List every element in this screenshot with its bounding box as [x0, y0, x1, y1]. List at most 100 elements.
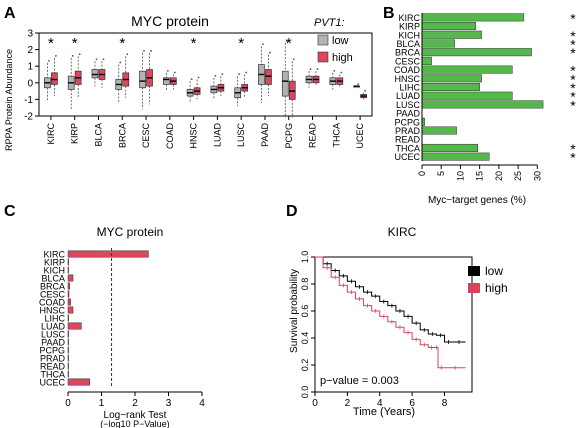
panel-letter-d: D	[286, 203, 298, 220]
panel-c-category-label: COAD	[39, 298, 66, 308]
panel-a-significance-star: *	[72, 35, 78, 52]
panel-a-xtick-label: LUSC	[236, 123, 246, 148]
panel-d-ytick-label: 0.4	[300, 332, 310, 345]
panel-c-category-label: READ	[40, 362, 66, 372]
panel-a-box-high	[51, 72, 58, 85]
panel-a-legend-swatch-high	[317, 51, 329, 63]
panel-b-significance-star: *	[570, 71, 576, 87]
panel-a-outlier	[357, 83, 360, 86]
panel-a-significance-star: *	[191, 35, 197, 52]
panel-c-category-label: KIRP	[44, 258, 65, 268]
panel-c-bar	[67, 258, 69, 266]
panel-b-category-label: PAAD	[396, 109, 420, 119]
panel-b-category-label: CESC	[395, 56, 421, 66]
panel-c-category-label: BLCA	[41, 274, 65, 284]
panel-a-ytick-label: 0	[27, 78, 33, 89]
panel-b-xtick-label: 30	[532, 171, 542, 181]
panel-b-bar	[421, 82, 480, 92]
panel-c-bar	[67, 306, 74, 314]
panel-a-significance-star: *	[238, 35, 244, 52]
panel-a-legend-title: PVT1:	[314, 17, 345, 29]
panel-b-category-label: READ	[395, 135, 421, 145]
panel-c-bar	[67, 330, 69, 338]
panel-b-significance-star: *	[570, 89, 576, 105]
panel-b-xtick-label: 20	[494, 171, 504, 181]
panel-c-xlabel2: (−log10 P−Value)	[100, 419, 169, 428]
panel-a-outlier	[285, 40, 288, 42]
panel-a-xtick-label: READ	[308, 123, 318, 149]
panel-c-bar	[67, 322, 82, 330]
panel-c-category-label: CESC	[40, 290, 66, 300]
panel-b-category-label: PCPG	[394, 117, 420, 127]
panel-a-outlier	[309, 68, 312, 71]
panel-a-ytick-label: 2	[27, 45, 33, 56]
panel-a-xtick-label: CESC	[141, 123, 151, 149]
panel-a-outlier	[47, 59, 50, 62]
panel-b-category-label: KICH	[398, 30, 420, 40]
panel-b-significance-star: *	[570, 150, 576, 166]
panel-c-bar	[67, 282, 70, 290]
panel-a-outlier	[340, 71, 343, 74]
panel-a-box-low	[91, 69, 99, 79]
panel-c-xlabel: Log−rank Test	[104, 410, 167, 421]
panel-a-xtick-label: PCPG	[284, 123, 294, 149]
panel-c-xtick-label: 3	[166, 398, 172, 409]
panel-b-significance-star: *	[570, 141, 576, 157]
panel-b-category-label: HNSC	[394, 74, 420, 84]
panel-a-box-low	[281, 70, 289, 97]
panel-a-xtick-label: HNSC	[189, 123, 199, 149]
panel-a-outlier	[221, 73, 224, 76]
panel-a-outlier	[166, 69, 169, 72]
panel-c-category-label: HNSC	[39, 306, 65, 316]
panel-a-outlier	[54, 55, 57, 57]
panel-b-bar	[421, 91, 513, 100]
panel-c-category-label: LUSC	[41, 330, 66, 340]
panel-c-category-label: PCPG	[39, 346, 65, 356]
panel-a-outlier	[95, 58, 98, 61]
panel-a-title: MYC protein	[131, 13, 209, 29]
panel-a-ytick-label: -2	[24, 112, 33, 123]
panel-b-xlabel: Myc−target genes (%)	[428, 195, 526, 206]
panel-a-box-high	[265, 69, 272, 85]
panel-a-xtick-label: THCA	[331, 123, 341, 148]
panel-c-xtick-label: 2	[132, 398, 138, 409]
panel-a-outlier	[245, 71, 248, 74]
panel-b-xtick-label: 10	[455, 171, 465, 181]
panel-a-outlier	[214, 74, 217, 77]
panel-a-significance-star: *	[119, 35, 125, 52]
panel-b-category-label: LUSC	[396, 100, 421, 110]
panel-a-xtick-label: PAAD	[260, 123, 270, 147]
panel-c-bar	[67, 266, 69, 274]
panel-c-bar	[67, 290, 70, 298]
panel-b-xtick-label: 0	[417, 171, 427, 176]
panel-letter-c: C	[4, 203, 16, 220]
panel-a-outlier	[316, 68, 319, 71]
panel-a-outlier	[119, 61, 122, 64]
panel-a-outlier	[71, 55, 74, 57]
panel-b-category-label: BRCA	[395, 48, 420, 58]
panel-c-category-label: LIHC	[44, 314, 65, 324]
panel-c-bar	[67, 370, 69, 378]
panel-b-category-label: COAD	[394, 65, 421, 75]
panel-a-legend-low: low	[332, 35, 349, 47]
panel-letter-b: B	[383, 5, 395, 22]
panel-b-xtick-label: 25	[513, 171, 523, 181]
panel-a-outlier	[364, 89, 367, 92]
panel-a-outlier	[190, 78, 193, 81]
panel-a-outlier	[238, 73, 241, 76]
panel-b-significance-star: *	[570, 28, 576, 44]
panel-d-title: KIRC	[388, 225, 417, 239]
panel-b-category-label: KIRC	[398, 13, 420, 23]
panel-b-bar	[421, 30, 482, 39]
panel-b-category-label: LIHC	[399, 83, 420, 93]
panel-letter-a: A	[4, 5, 16, 22]
panel-c-bar	[67, 362, 69, 370]
panel-a-outlier	[269, 51, 271, 54]
panel-d-ytick-label: 0.2	[300, 359, 310, 372]
panel-b-category-label: THCA	[396, 143, 421, 153]
panel-a-outlier	[197, 76, 200, 79]
panel-a-legend-high: high	[332, 52, 353, 64]
panel-c-category-label: THCA	[41, 370, 66, 380]
panel-a-legend-swatch-low	[317, 34, 329, 46]
panel-c-category-label: KICH	[43, 266, 65, 276]
